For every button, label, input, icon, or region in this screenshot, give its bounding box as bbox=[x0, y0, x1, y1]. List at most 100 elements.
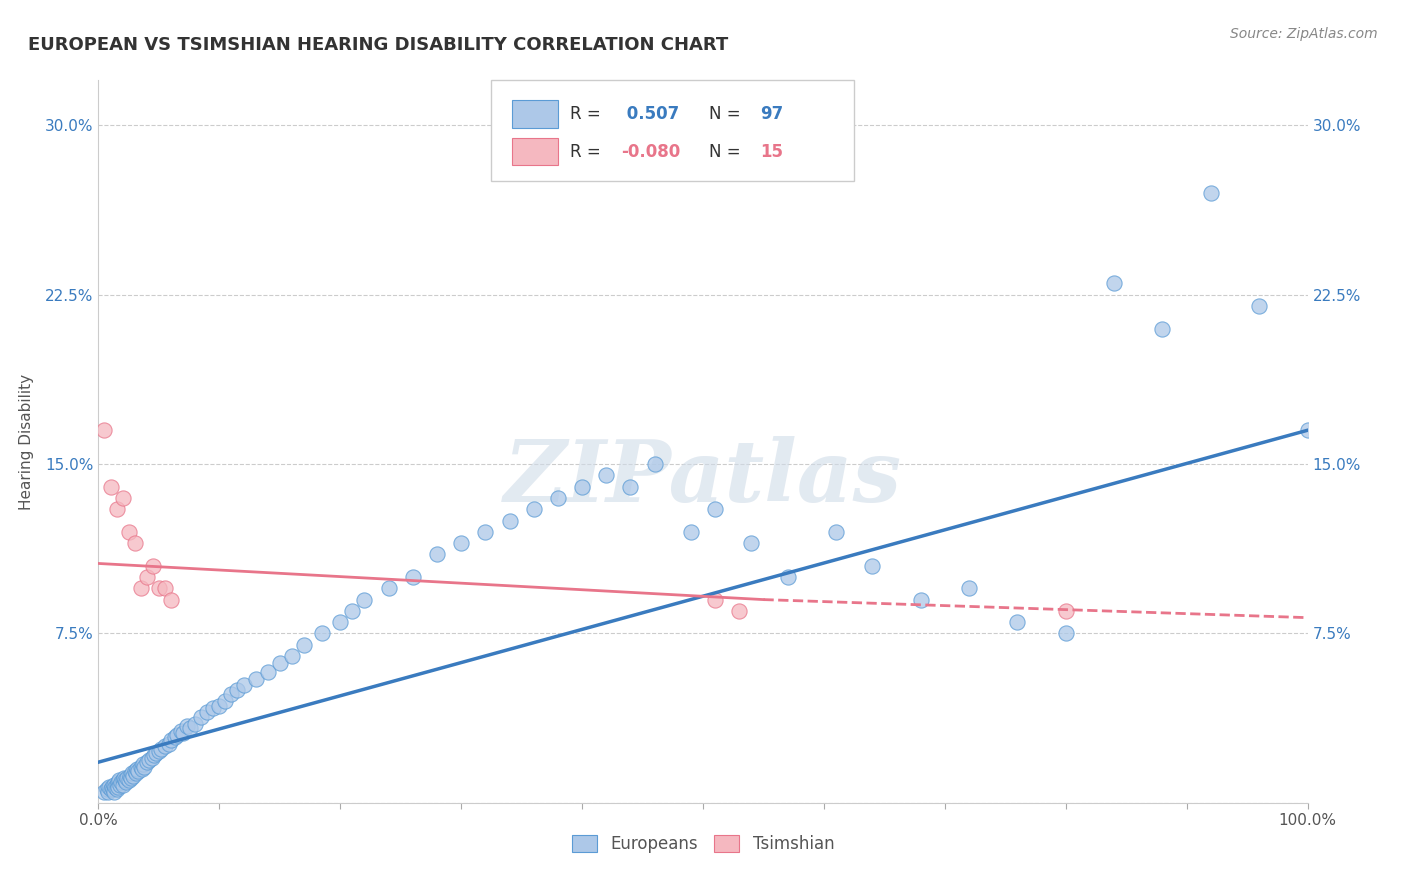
Point bbox=[150, 741, 173, 756]
Point bbox=[142, 558, 165, 573]
Point bbox=[100, 782, 122, 797]
Point bbox=[135, 755, 157, 769]
Point bbox=[103, 784, 125, 798]
Text: ZIPatlas: ZIPatlas bbox=[503, 436, 903, 519]
Point bbox=[97, 784, 120, 798]
Point bbox=[166, 728, 188, 742]
Point bbox=[107, 780, 129, 794]
Text: Source: ZipAtlas.com: Source: ZipAtlas.com bbox=[1230, 27, 1378, 41]
Point bbox=[679, 524, 702, 539]
Point bbox=[1249, 299, 1271, 313]
Point bbox=[311, 626, 333, 640]
Point bbox=[426, 548, 449, 562]
Point bbox=[160, 732, 183, 747]
Point bbox=[1296, 423, 1319, 437]
Point bbox=[1199, 186, 1222, 201]
Point bbox=[269, 656, 291, 670]
Point bbox=[157, 737, 180, 751]
Text: EUROPEAN VS TSIMSHIAN HEARING DISABILITY CORRELATION CHART: EUROPEAN VS TSIMSHIAN HEARING DISABILITY… bbox=[28, 36, 728, 54]
Point bbox=[111, 773, 134, 788]
Point bbox=[134, 760, 156, 774]
Point bbox=[138, 753, 160, 767]
Point bbox=[208, 698, 231, 713]
Point bbox=[1054, 604, 1077, 618]
Point bbox=[143, 748, 166, 763]
Point bbox=[523, 502, 546, 516]
Point bbox=[129, 760, 152, 774]
Point bbox=[118, 769, 141, 783]
Point bbox=[740, 536, 762, 550]
Point bbox=[202, 701, 225, 715]
Point bbox=[195, 706, 218, 720]
Point bbox=[342, 604, 364, 618]
Point bbox=[100, 480, 122, 494]
Point bbox=[1102, 277, 1125, 291]
Point bbox=[172, 726, 194, 740]
Point bbox=[281, 648, 304, 663]
Point bbox=[118, 524, 141, 539]
Point bbox=[110, 775, 132, 789]
Point bbox=[153, 582, 176, 596]
Point bbox=[108, 778, 131, 792]
Point bbox=[644, 457, 666, 471]
Point bbox=[1007, 615, 1029, 630]
Point bbox=[98, 780, 121, 794]
Point bbox=[226, 682, 249, 697]
Point bbox=[127, 762, 149, 776]
Point bbox=[619, 480, 641, 494]
Legend: Europeans, Tsimshian: Europeans, Tsimshian bbox=[565, 828, 841, 860]
Point bbox=[776, 570, 799, 584]
Text: R =: R = bbox=[569, 105, 606, 123]
Text: 97: 97 bbox=[759, 105, 783, 123]
Point bbox=[179, 721, 201, 735]
Point bbox=[910, 592, 932, 607]
Point bbox=[825, 524, 848, 539]
FancyBboxPatch shape bbox=[492, 80, 855, 181]
Point bbox=[111, 491, 134, 505]
Point bbox=[132, 757, 155, 772]
Point bbox=[120, 771, 142, 785]
Point bbox=[402, 570, 425, 584]
Text: N =: N = bbox=[709, 105, 747, 123]
Point bbox=[104, 780, 127, 794]
Point bbox=[124, 764, 146, 779]
Point bbox=[122, 769, 145, 783]
Point bbox=[100, 780, 122, 794]
Point bbox=[111, 778, 134, 792]
Point bbox=[184, 716, 207, 731]
Y-axis label: Hearing Disability: Hearing Disability bbox=[18, 374, 34, 509]
Point bbox=[93, 784, 115, 798]
Point bbox=[169, 723, 191, 738]
Point bbox=[112, 771, 135, 785]
Point bbox=[125, 766, 148, 780]
Text: R =: R = bbox=[569, 143, 606, 161]
Point bbox=[353, 592, 375, 607]
Point bbox=[1152, 321, 1174, 335]
Point bbox=[141, 750, 163, 764]
Point bbox=[245, 672, 267, 686]
Point bbox=[214, 694, 236, 708]
Text: N =: N = bbox=[709, 143, 747, 161]
Point bbox=[118, 773, 141, 788]
Point bbox=[292, 638, 315, 652]
Point bbox=[153, 739, 176, 754]
Point bbox=[135, 570, 157, 584]
Point bbox=[108, 773, 131, 788]
Point bbox=[131, 762, 153, 776]
Point bbox=[728, 604, 751, 618]
Point bbox=[115, 775, 138, 789]
Point bbox=[163, 731, 186, 745]
Point bbox=[190, 710, 212, 724]
Point bbox=[329, 615, 352, 630]
Point bbox=[176, 719, 198, 733]
Point bbox=[256, 665, 278, 679]
Point bbox=[474, 524, 496, 539]
Point bbox=[571, 480, 593, 494]
Point bbox=[450, 536, 472, 550]
Point bbox=[377, 582, 399, 596]
Point bbox=[160, 592, 183, 607]
Point bbox=[232, 678, 254, 692]
Point bbox=[114, 773, 136, 788]
Point bbox=[127, 764, 149, 779]
Point bbox=[957, 582, 980, 596]
